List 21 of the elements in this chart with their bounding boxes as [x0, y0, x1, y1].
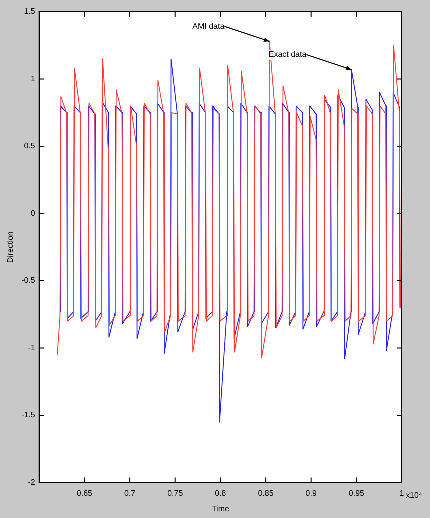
annotation: Exact data — [268, 50, 308, 60]
x-tick-label: 0.85 — [258, 488, 274, 498]
x-tick-label: 0.75 — [168, 488, 184, 498]
y-tick-label: -0.5 — [22, 276, 36, 286]
y-axis-title: Direction — [6, 232, 16, 264]
x-tick-label: 1 — [400, 488, 405, 498]
x-tick-label: 0.7 — [124, 488, 136, 498]
y-tick-label: -2 — [28, 478, 36, 488]
y-tick-label: 1 — [30, 74, 36, 84]
y-tick-label: 0 — [30, 208, 36, 218]
text: x10⁴ — [406, 491, 423, 500]
y-tick-label: 0.5 — [24, 142, 36, 151]
x-tick-label: 0.95 — [348, 488, 366, 498]
x-axis-title: Time — [212, 504, 230, 514]
annotation: AMI data — [192, 22, 226, 31]
y-tick-label: -1 — [28, 343, 36, 352]
y-tick-label: 1.5 — [24, 7, 36, 16]
x-tick-label: 0.65 — [76, 488, 94, 498]
x-tick-label: 0.8 — [215, 488, 227, 498]
y-tick-label: -1.5 — [22, 410, 36, 420]
x-tick-label: 0.9 — [306, 488, 318, 498]
